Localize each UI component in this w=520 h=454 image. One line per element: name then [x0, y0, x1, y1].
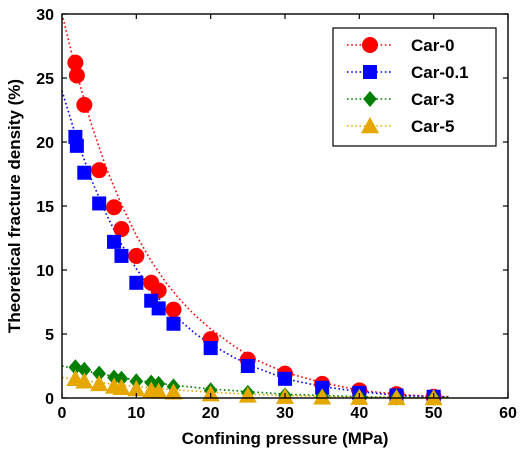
- data-point-car-0.1: [77, 165, 92, 180]
- data-point-car-0.1: [315, 380, 330, 395]
- x-tick-label: 40: [350, 405, 368, 422]
- x-tick-label: 20: [202, 405, 220, 422]
- legend-marker: [363, 65, 377, 79]
- y-tick-label: 30: [36, 7, 54, 24]
- data-point-car-0.1: [92, 196, 107, 211]
- x-tick-label: 0: [58, 405, 67, 422]
- y-tick-label: 15: [36, 199, 54, 216]
- y-tick-label: 5: [45, 327, 54, 344]
- y-tick-label: 25: [36, 71, 54, 88]
- legend-marker: [362, 37, 378, 53]
- data-point-car-0: [91, 162, 108, 179]
- data-point-car-5: [387, 388, 406, 406]
- data-point-car-5: [313, 388, 332, 405]
- data-point-car-0.1: [166, 316, 181, 331]
- data-point-car-5: [164, 383, 183, 400]
- y-tick-label: 0: [45, 391, 54, 408]
- y-tick-label: 20: [36, 135, 54, 152]
- legend-label: Car-0: [411, 36, 454, 55]
- axis-ticks: 0 10 20 30 40 50 60 0 5 10 15 20 25 30: [36, 7, 517, 422]
- data-point-car-5: [149, 382, 168, 399]
- legend-marker: [363, 90, 377, 108]
- data-point-car-0: [68, 67, 85, 84]
- y-axis-title: Theoretical fracture density (%): [5, 79, 24, 333]
- legend-label: Car-5: [411, 117, 454, 136]
- data-point-car-0.1: [129, 275, 144, 290]
- data-point-car-0: [76, 96, 93, 113]
- data-point-car-0: [106, 199, 123, 216]
- data-point-car-0.1: [278, 371, 292, 386]
- legend-label: Car-0.1: [411, 63, 469, 82]
- data-point-car-5: [112, 378, 131, 395]
- data-point-car-5: [127, 380, 146, 397]
- data-point-car-0: [113, 221, 130, 238]
- data-markers: [66, 54, 443, 406]
- data-point-car-0.1: [114, 248, 129, 263]
- x-axis-title: Confining pressure (MPa): [182, 429, 389, 448]
- data-point-car-5: [90, 374, 109, 392]
- data-point-car-0.1: [240, 359, 255, 373]
- data-point-car-3: [68, 359, 83, 376]
- legend: Car-0 Car-0.1 Car-3 Car-5: [332, 27, 497, 147]
- y-tick-label: 10: [36, 263, 54, 280]
- data-point-car-3: [92, 365, 107, 382]
- data-point-car-0: [128, 247, 145, 264]
- legend-label: Car-3: [411, 90, 454, 109]
- data-point-car-0.1: [107, 234, 122, 249]
- x-tick-label: 60: [499, 405, 517, 422]
- data-point-car-0: [165, 301, 182, 318]
- data-point-car-0.1: [69, 138, 84, 153]
- x-tick-label: 10: [127, 405, 145, 422]
- data-point-car-0.1: [151, 301, 166, 316]
- data-point-car-5: [75, 372, 94, 389]
- data-point-car-0.1: [203, 341, 218, 356]
- legend-marker: [361, 117, 379, 134]
- x-tick-label: 50: [425, 405, 443, 422]
- data-point-car-3: [77, 361, 92, 378]
- x-tick-label: 30: [276, 405, 294, 422]
- data-point-car-0: [67, 54, 84, 71]
